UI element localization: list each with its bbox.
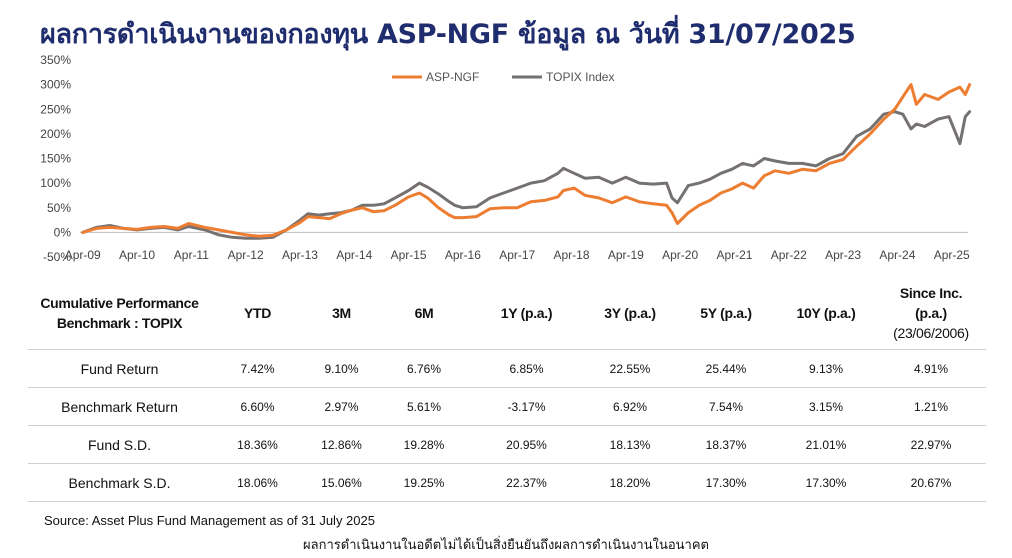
y-tick-label: 150%: [40, 152, 71, 166]
y-tick-label: 50%: [47, 201, 71, 215]
y-axis: -50% 0% 50% 100% 150% 200% 250% 300% 350%: [40, 53, 71, 264]
x-tick-label: Apr-16: [445, 248, 481, 262]
x-tick-label: Apr-21: [716, 248, 752, 262]
cell-value: 4.91%: [876, 349, 986, 388]
cell-value: 7.42%: [211, 349, 304, 388]
x-tick-label: Apr-20: [662, 248, 698, 262]
cell-value: 22.55%: [584, 349, 676, 388]
series-line-asp-ngf: [81, 83, 972, 238]
row-label: Benchmark Return: [28, 387, 211, 426]
row-label: Fund Return: [28, 349, 211, 388]
page-title: ผลการดำเนินงานของกองทุน ASP-NGF ข้อมูล ณ…: [40, 19, 856, 50]
table-header-row: Cumulative Performance Benchmark : TOPIX…: [28, 277, 986, 350]
source-note: Source: Asset Plus Fund Management as of…: [44, 513, 375, 528]
performance-table: Cumulative Performance Benchmark : TOPIX…: [28, 277, 986, 502]
x-tick-label: Apr-15: [391, 248, 427, 262]
cell-value: 6.92%: [584, 387, 676, 426]
cell-value: 6.76%: [379, 349, 469, 388]
since-line-3: (23/06/2006): [893, 325, 969, 341]
row-label: Fund S.D.: [28, 425, 211, 464]
table-row-benchmark-return: Benchmark Return 6.60% 2.97% 5.61% -3.17…: [28, 387, 986, 426]
header-3y: 3Y (p.a.): [604, 305, 656, 321]
cell-value: 5.61%: [379, 387, 469, 426]
cell-value: 6.85%: [469, 349, 584, 388]
x-tick-label: Apr-19: [608, 248, 644, 262]
cell-value: 3.15%: [776, 387, 876, 426]
series-layer: [81, 83, 972, 240]
cell-value: 1.21%: [876, 387, 986, 426]
cell-value: 18.20%: [584, 463, 676, 502]
header-10y: 10Y (p.a.): [796, 305, 856, 321]
y-tick-label: 200%: [40, 127, 71, 141]
cell-value: 15.06%: [304, 463, 379, 502]
cell-value: 19.25%: [379, 463, 469, 502]
x-tick-label: Apr-14: [336, 248, 372, 262]
since-line-2: (p.a.): [915, 305, 947, 321]
cell-value: 25.44%: [676, 349, 776, 388]
legend-label: TOPIX Index: [546, 70, 614, 84]
series-line-topix: [81, 110, 972, 240]
cell-value: 9.10%: [304, 349, 379, 388]
x-tick-label: Apr-12: [228, 248, 264, 262]
cell-value: 21.01%: [776, 425, 876, 464]
x-tick-label: Apr-25: [934, 248, 970, 262]
x-tick-label: Apr-09: [65, 248, 101, 262]
y-tick-label: 100%: [40, 176, 71, 190]
x-axis: Apr-09 Apr-10 Apr-11 Apr-12 Apr-13 Apr-14 Apr-…: [65, 248, 970, 262]
header-since-inception: Since Inc. (p.a.) (23/06/2006): [876, 277, 986, 350]
since-line-1: Since Inc.: [899, 285, 963, 301]
legend-label: ASP-NGF: [426, 70, 479, 84]
cell-value: 17.30%: [776, 463, 876, 502]
cell-value: 7.54%: [676, 387, 776, 426]
header-line-2: Benchmark : TOPIX: [56, 315, 183, 331]
header-3m: 3M: [332, 305, 351, 321]
cell-value: 18.37%: [676, 425, 776, 464]
performance-chart: -50% 0% 50% 100% 150% 200% 250% 300% 350% Apr-09…: [40, 53, 972, 264]
cell-value: 22.97%: [876, 425, 986, 464]
header-6m: 6M: [414, 305, 434, 321]
table-row-benchmark-sd: Benchmark S.D. 18.06% 15.06% 19.25% 22.3…: [28, 463, 986, 502]
table-row-fund-return: Fund Return 7.42% 9.10% 6.76% 6.85% 22.5…: [28, 349, 986, 388]
x-tick-label: Apr-11: [174, 248, 209, 262]
cell-value: 18.36%: [211, 425, 304, 464]
row-label: Benchmark S.D.: [28, 463, 211, 502]
x-tick-label: Apr-10: [119, 248, 155, 262]
header-5y: 5Y (p.a.): [700, 305, 752, 321]
x-tick-label: Apr-13: [282, 248, 318, 262]
cell-value: 2.97%: [304, 387, 379, 426]
y-tick-label: 250%: [40, 102, 71, 116]
y-tick-label: 300%: [40, 78, 71, 92]
cell-value: 12.86%: [304, 425, 379, 464]
x-tick-label: Apr-24: [879, 248, 915, 262]
cell-value: 22.37%: [469, 463, 584, 502]
cell-value: 9.13%: [776, 349, 876, 388]
y-tick-label: 350%: [40, 53, 71, 67]
y-tick-label: -50%: [43, 250, 71, 264]
cell-value: 18.06%: [211, 463, 304, 502]
cell-value: 18.13%: [584, 425, 676, 464]
cell-value: 20.95%: [469, 425, 584, 464]
x-tick-label: Apr-23: [825, 248, 861, 262]
x-tick-label: Apr-18: [554, 248, 590, 262]
table-row-fund-sd: Fund S.D. 18.36% 12.86% 19.28% 20.95% 18…: [28, 425, 986, 464]
x-tick-label: Apr-22: [771, 248, 807, 262]
y-tick-label: 0%: [54, 225, 72, 239]
cell-value: 19.28%: [379, 425, 469, 464]
header-1y: 1Y (p.a.): [500, 305, 553, 321]
header-line-1: Cumulative Performance: [40, 295, 199, 311]
cell-value: 6.60%: [211, 387, 304, 426]
cell-value: -3.17%: [469, 387, 584, 426]
chart-legend: ASP-NGF TOPIX Index: [392, 70, 614, 84]
header-cumulative-performance: Cumulative Performance Benchmark : TOPIX: [28, 277, 211, 350]
header-ytd: YTD: [243, 305, 272, 321]
cell-value: 17.30%: [676, 463, 776, 502]
x-tick-label: Apr-17: [499, 248, 535, 262]
cell-value: 20.67%: [876, 463, 986, 502]
disclaimer-note: ผลการดำเนินงานในอดีตไม่ได้เป็นสิ่งยืนยัน…: [303, 537, 709, 552]
